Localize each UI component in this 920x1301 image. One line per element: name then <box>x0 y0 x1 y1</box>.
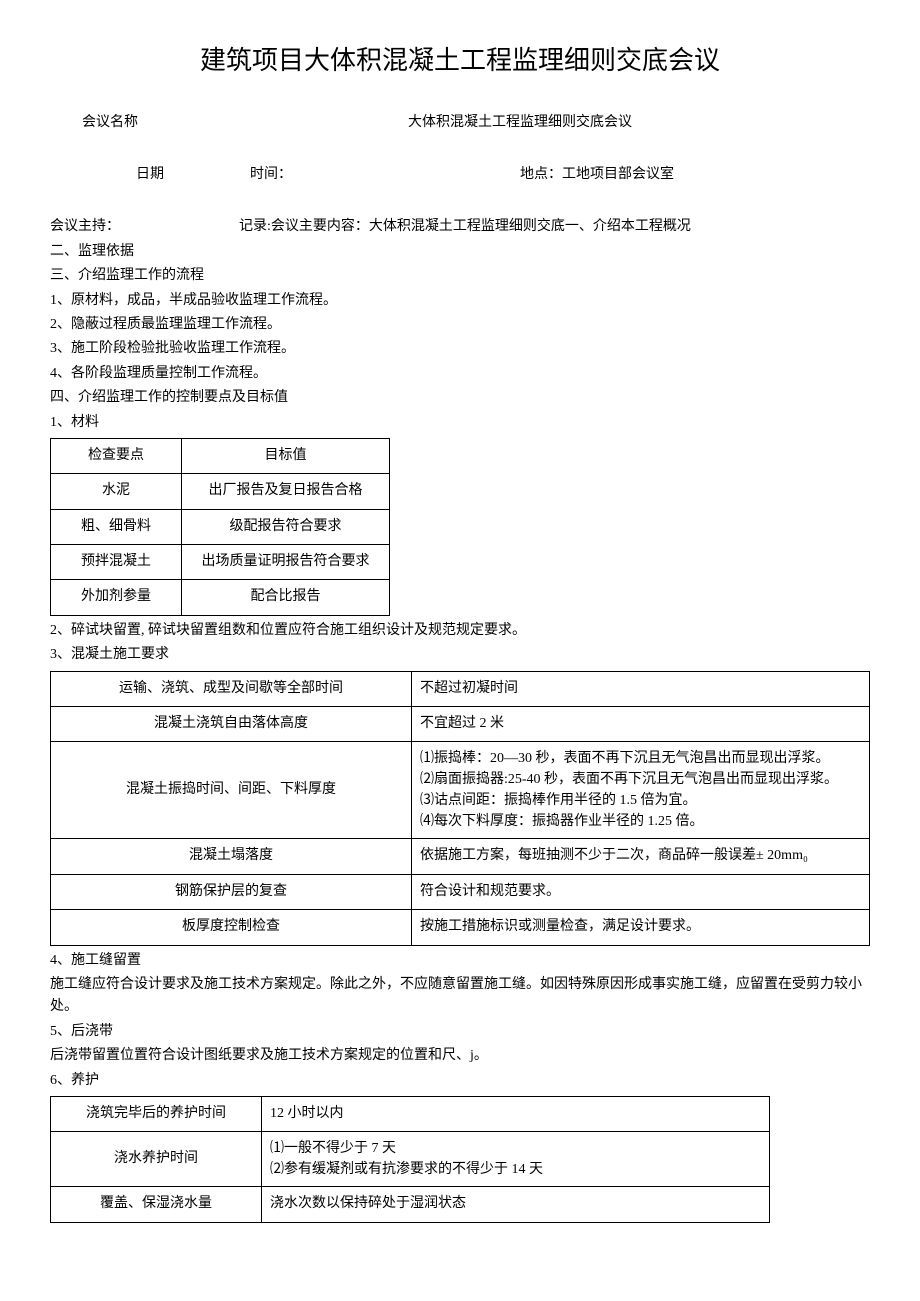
meeting-name-row: 会议名称 大体积混凝土工程监理细则交底会议 <box>50 112 870 134</box>
table-cell: 按施工措施标识或测量检查，满足设计要求。 <box>412 910 870 945</box>
body-text: 4、施工缝留置 <box>50 950 870 972</box>
table-cell: 混凝土浇筑自由落体高度 <box>51 707 412 742</box>
table-cell: 钢筋保护层的复查 <box>51 874 412 909</box>
time-label: 时间： <box>250 164 520 186</box>
table-row: 板厚度控制检查按施工措施标识或测量检查，满足设计要求。 <box>51 910 870 945</box>
body-text: 四、介绍监理工作的控制要点及目标值 <box>50 387 870 409</box>
page-title: 建筑项目大体积混凝土工程监理细则交底会议 <box>50 40 870 82</box>
body-text: 6、养护 <box>50 1070 870 1092</box>
table-cell: 板厚度控制检查 <box>51 910 412 945</box>
table-cell: 符合设计和规范要求。 <box>412 874 870 909</box>
host-line: 会议主持： 记录:会议主要内容：大体积混凝土工程监理细则交底一、介绍本工程概况 <box>50 216 870 238</box>
table-cell: 12 小时以内 <box>262 1096 770 1131</box>
body-text: 三、介绍监理工作的流程 <box>50 265 870 287</box>
date-time-place-row: 日期 时间： 地点：工地项目部会议室 <box>50 164 870 186</box>
table-cell: 依据施工方案，每班抽测不少于二次，商品碎一般误差± 20mm₀ <box>412 839 870 874</box>
table-row: 混凝土塌落度依据施工方案，每班抽测不少于二次，商品碎一般误差± 20mm₀ <box>51 839 870 874</box>
table-row: 外加剂参量配合比报告 <box>51 580 390 615</box>
table-cell: 外加剂参量 <box>51 580 182 615</box>
table-cell: 不超过初凝时间 <box>412 671 870 706</box>
table-row: 检查要点目标值 <box>51 438 390 473</box>
place-label: 地点：工地项目部会议室 <box>520 164 870 186</box>
body-text: 5、后浇带 <box>50 1021 870 1043</box>
body-text: 2、碎试块留置, 碎试块留置组数和位置应符合施工组织设计及规范规定要求。 <box>50 620 870 642</box>
table-cell: 目标值 <box>182 438 390 473</box>
table-cell: 不宜超过 2 米 <box>412 707 870 742</box>
table-cell: 预拌混凝土 <box>51 545 182 580</box>
body-text: 2、隐蔽过程质最监理监理工作流程。 <box>50 314 870 336</box>
materials-table: 检查要点目标值水泥出厂报告及复日报告合格粗、细骨料级配报告符合要求预拌混凝土出场… <box>50 438 390 616</box>
table-row: 混凝土振捣时间、间距、下料厚度⑴振捣棒：20—30 秒，表面不再下沉且无气泡昌出… <box>51 742 870 839</box>
table-cell: 浇筑完毕后的养护时间 <box>51 1096 262 1131</box>
table-cell: 运输、浇筑、成型及间歇等全部时间 <box>51 671 412 706</box>
table-cell: 混凝土塌落度 <box>51 839 412 874</box>
table-row: 运输、浇筑、成型及间歇等全部时间不超过初凝时间 <box>51 671 870 706</box>
table-row: 浇水养护时间⑴一般不得少于 7 天⑵参有缓凝剂或有抗渗要求的不得少于 14 天 <box>51 1132 770 1187</box>
construction-requirements-table: 运输、浇筑、成型及间歇等全部时间不超过初凝时间混凝土浇筑自由落体高度不宜超过 2… <box>50 671 870 946</box>
body-text: 3、混凝土施工要求 <box>50 644 870 666</box>
table-cell: 浇水养护时间 <box>51 1132 262 1187</box>
date-label: 日期 <box>50 164 250 186</box>
table-cell: 检查要点 <box>51 438 182 473</box>
meeting-name-value: 大体积混凝土工程监理细则交底会议 <box>170 112 870 134</box>
body-text: 施工缝应符合设计要求及施工技术方案规定。除此之外，不应随意留置施工缝。如因特殊原… <box>50 974 870 1019</box>
table-row: 混凝土浇筑自由落体高度不宜超过 2 米 <box>51 707 870 742</box>
table-cell: ⑴振捣棒：20—30 秒，表面不再下沉且无气泡昌出而显现出浮浆。⑵扇面振捣器:2… <box>412 742 870 839</box>
table-cell: 出厂报告及复日报告合格 <box>182 474 390 509</box>
body-text: 1、材料 <box>50 412 870 434</box>
table-cell: 浇水次数以保持碎处于湿润状态 <box>262 1187 770 1222</box>
table-cell: 覆盖、保湿浇水量 <box>51 1187 262 1222</box>
body-text: 4、各阶段监理质量控制工作流程。 <box>50 363 870 385</box>
table-cell: 混凝土振捣时间、间距、下料厚度 <box>51 742 412 839</box>
table-row: 水泥出厂报告及复日报告合格 <box>51 474 390 509</box>
curing-table: 浇筑完毕后的养护时间12 小时以内浇水养护时间⑴一般不得少于 7 天⑵参有缓凝剂… <box>50 1096 770 1223</box>
body-text: 后浇带留置位置符合设计图纸要求及施工技术方案规定的位置和尺、j。 <box>50 1045 870 1067</box>
table-row: 预拌混凝土出场质量证明报告符合要求 <box>51 545 390 580</box>
table-cell: 水泥 <box>51 474 182 509</box>
table-row: 粗、细骨料级配报告符合要求 <box>51 509 390 544</box>
table-cell: 配合比报告 <box>182 580 390 615</box>
table-cell: ⑴一般不得少于 7 天⑵参有缓凝剂或有抗渗要求的不得少于 14 天 <box>262 1132 770 1187</box>
table-row: 浇筑完毕后的养护时间12 小时以内 <box>51 1096 770 1131</box>
meeting-name-label: 会议名称 <box>50 112 170 134</box>
table-cell: 出场质量证明报告符合要求 <box>182 545 390 580</box>
table-cell: 粗、细骨料 <box>51 509 182 544</box>
table-cell: 级配报告符合要求 <box>182 509 390 544</box>
table-row: 钢筋保护层的复查符合设计和规范要求。 <box>51 874 870 909</box>
table-row: 覆盖、保湿浇水量浇水次数以保持碎处于湿润状态 <box>51 1187 770 1222</box>
body-text: 3、施工阶段检验批验收监理工作流程。 <box>50 338 870 360</box>
body-text: 1、原材料，成品，半成品验收监理工作流程。 <box>50 290 870 312</box>
body-text: 二、监理依据 <box>50 241 870 263</box>
